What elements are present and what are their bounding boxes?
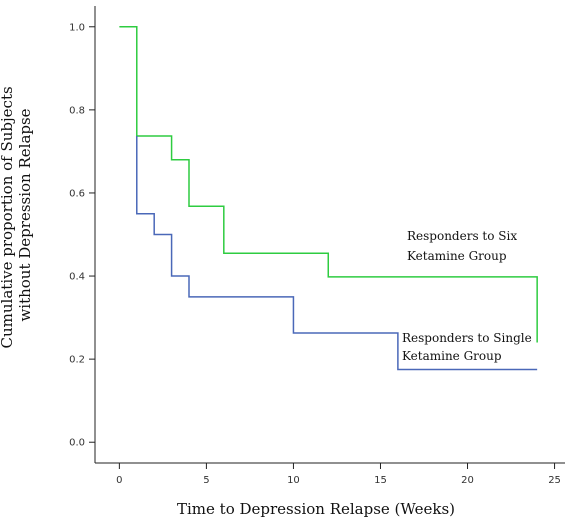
annotation-six-line-1: Responders to Six: [407, 229, 517, 243]
annotation-six-ketamine: Responders to Six Ketamine Group: [407, 229, 521, 263]
y-tick-label: 0.8: [69, 105, 85, 116]
y-tick-label: 0.6: [69, 188, 85, 199]
y-axis-title-line-2: without Depression Relapse: [16, 108, 34, 321]
x-tick-label: 15: [374, 475, 387, 486]
x-tick-label: 20: [461, 475, 474, 486]
annotation-single-line-1: Responders to Single: [402, 331, 532, 345]
x-axis-title: Time to Depression Relapse (Weeks): [177, 500, 455, 518]
series-line-six-ketamine: [119, 26, 538, 343]
y-tick-label: 0.2: [69, 355, 85, 366]
series-line-single-ketamine: [136, 136, 538, 371]
annotation-six-line-2: Ketamine Group: [407, 249, 507, 263]
annotation-single-ketamine: Responders to Single Ketamine Group: [402, 331, 536, 363]
plot-area: [119, 26, 538, 371]
x-tick-label: 5: [203, 475, 209, 486]
x-tick-label: 0: [116, 475, 122, 486]
y-tick-label: 0.4: [69, 272, 85, 283]
annotation-single-line-2: Ketamine Group: [402, 349, 502, 363]
x-tick-label: 25: [548, 475, 561, 486]
axes: 0.0 0.2 0.4 0.6 0.8 1.0 0 5 10 15 20 25: [69, 6, 565, 486]
y-axis-title-line-1: Cumulative proportion of Subjects: [0, 86, 16, 348]
y-tick-label: 1.0: [69, 22, 85, 33]
y-axis-title: Cumulative proportion of Subjects withou…: [0, 82, 34, 349]
x-tick-label: 10: [287, 475, 300, 486]
y-tick-label: 0.0: [69, 438, 85, 449]
